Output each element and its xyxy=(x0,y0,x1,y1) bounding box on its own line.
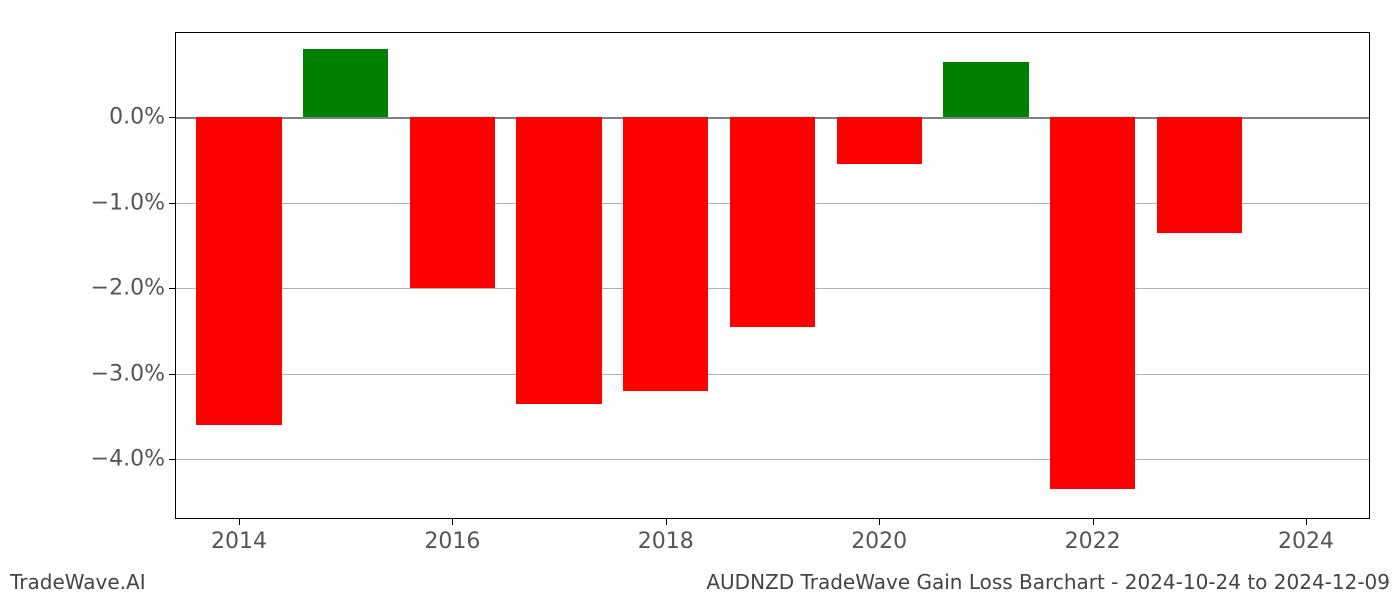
gridline xyxy=(175,374,1370,375)
ytick-label: −1.0% xyxy=(91,190,165,215)
spine-top xyxy=(175,32,1370,33)
bar-2015 xyxy=(303,49,388,117)
xtick-mark xyxy=(1306,519,1307,525)
bar-2014 xyxy=(196,117,281,425)
figure: −4.0% −3.0% −2.0% −1.0% 0.0% 2014 2016 2018 2020… xyxy=(0,0,1400,600)
bar-2023 xyxy=(1157,117,1242,232)
ytick-label: 0.0% xyxy=(109,105,165,130)
xtick-mark xyxy=(666,519,667,525)
ytick-label: −4.0% xyxy=(91,447,165,472)
plot-area: −4.0%−3.0%−2.0%−1.0%0.0%2014201620182020… xyxy=(175,32,1370,519)
xtick-label: 2020 xyxy=(851,529,907,554)
bar-2019 xyxy=(730,117,815,326)
ytick-label: −2.0% xyxy=(91,276,165,301)
spine-right xyxy=(1369,32,1370,519)
footer-right-text: AUDNZD TradeWave Gain Loss Barchart - 20… xyxy=(706,570,1390,594)
xtick-mark xyxy=(879,519,880,525)
bar-2021 xyxy=(943,62,1028,118)
gridline xyxy=(175,459,1370,460)
xtick-label: 2022 xyxy=(1065,529,1121,554)
bar-2016 xyxy=(410,117,495,288)
spine-bottom xyxy=(175,518,1370,519)
ytick-label: −3.0% xyxy=(91,361,165,386)
bar-2020 xyxy=(837,117,922,164)
bar-2018 xyxy=(623,117,708,390)
xtick-mark xyxy=(239,519,240,525)
xtick-label: 2018 xyxy=(638,529,694,554)
xtick-mark xyxy=(1093,519,1094,525)
xtick-label: 2024 xyxy=(1278,529,1334,554)
bar-2022 xyxy=(1050,117,1135,489)
footer-left-text: TradeWave.AI xyxy=(10,570,146,594)
xtick-label: 2014 xyxy=(211,529,267,554)
spine-left xyxy=(175,32,176,519)
xtick-label: 2016 xyxy=(424,529,480,554)
bar-2017 xyxy=(516,117,601,403)
xtick-mark xyxy=(452,519,453,525)
